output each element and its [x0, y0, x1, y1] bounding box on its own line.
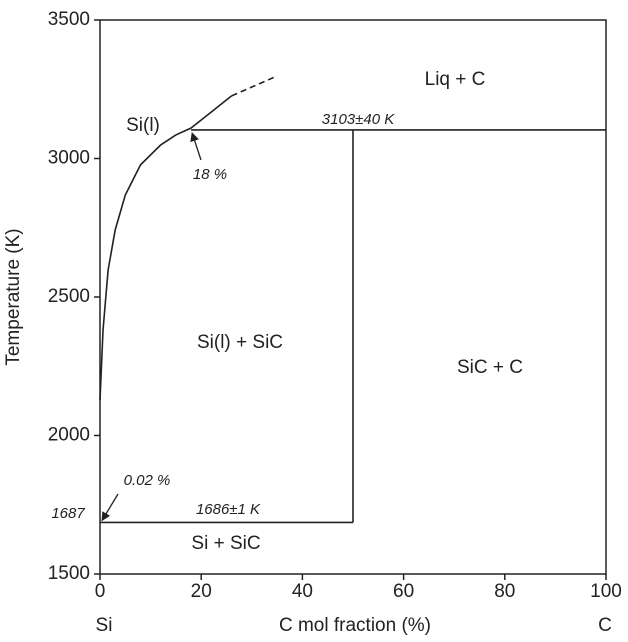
x-tick-label: 20	[191, 581, 212, 602]
annotation-arrow	[101, 493, 119, 522]
x-tick-label: 80	[494, 581, 515, 602]
y-tick-label: 3500	[48, 9, 90, 30]
y-tick-label: 1500	[48, 563, 90, 584]
annotation: Liq + C	[425, 69, 486, 90]
annotation-arrow	[190, 132, 202, 161]
y-tick-label: 2500	[48, 286, 90, 307]
annotation: Si + SiC	[191, 533, 260, 554]
x-tick-label: 0	[95, 581, 106, 602]
annotation: Si(l) + SiC	[197, 332, 283, 353]
annotation: 3103±40 K	[322, 111, 395, 128]
x-tick-label: 100	[590, 581, 622, 602]
annotation: 0.02 %	[124, 472, 171, 489]
annotation: 1687	[51, 505, 85, 522]
annotation: 1686±1 K	[196, 501, 261, 518]
x-end-label: Si	[96, 615, 113, 636]
x-tick-label: 40	[292, 581, 313, 602]
phase-boundary	[231, 75, 278, 97]
annotation: SiC + C	[457, 357, 523, 378]
x-axis-title: C mol fraction (%)	[279, 615, 431, 636]
annotation: 18 %	[193, 166, 227, 183]
annotation: Si(l)	[126, 115, 160, 136]
phase-boundary	[99, 95, 233, 401]
y-tick-label: 2000	[48, 425, 90, 446]
y-axis-title: Temperature (K)	[3, 228, 24, 365]
y-tick-label: 3000	[48, 148, 90, 169]
x-end-label: C	[598, 615, 612, 636]
x-tick-label: 60	[393, 581, 414, 602]
